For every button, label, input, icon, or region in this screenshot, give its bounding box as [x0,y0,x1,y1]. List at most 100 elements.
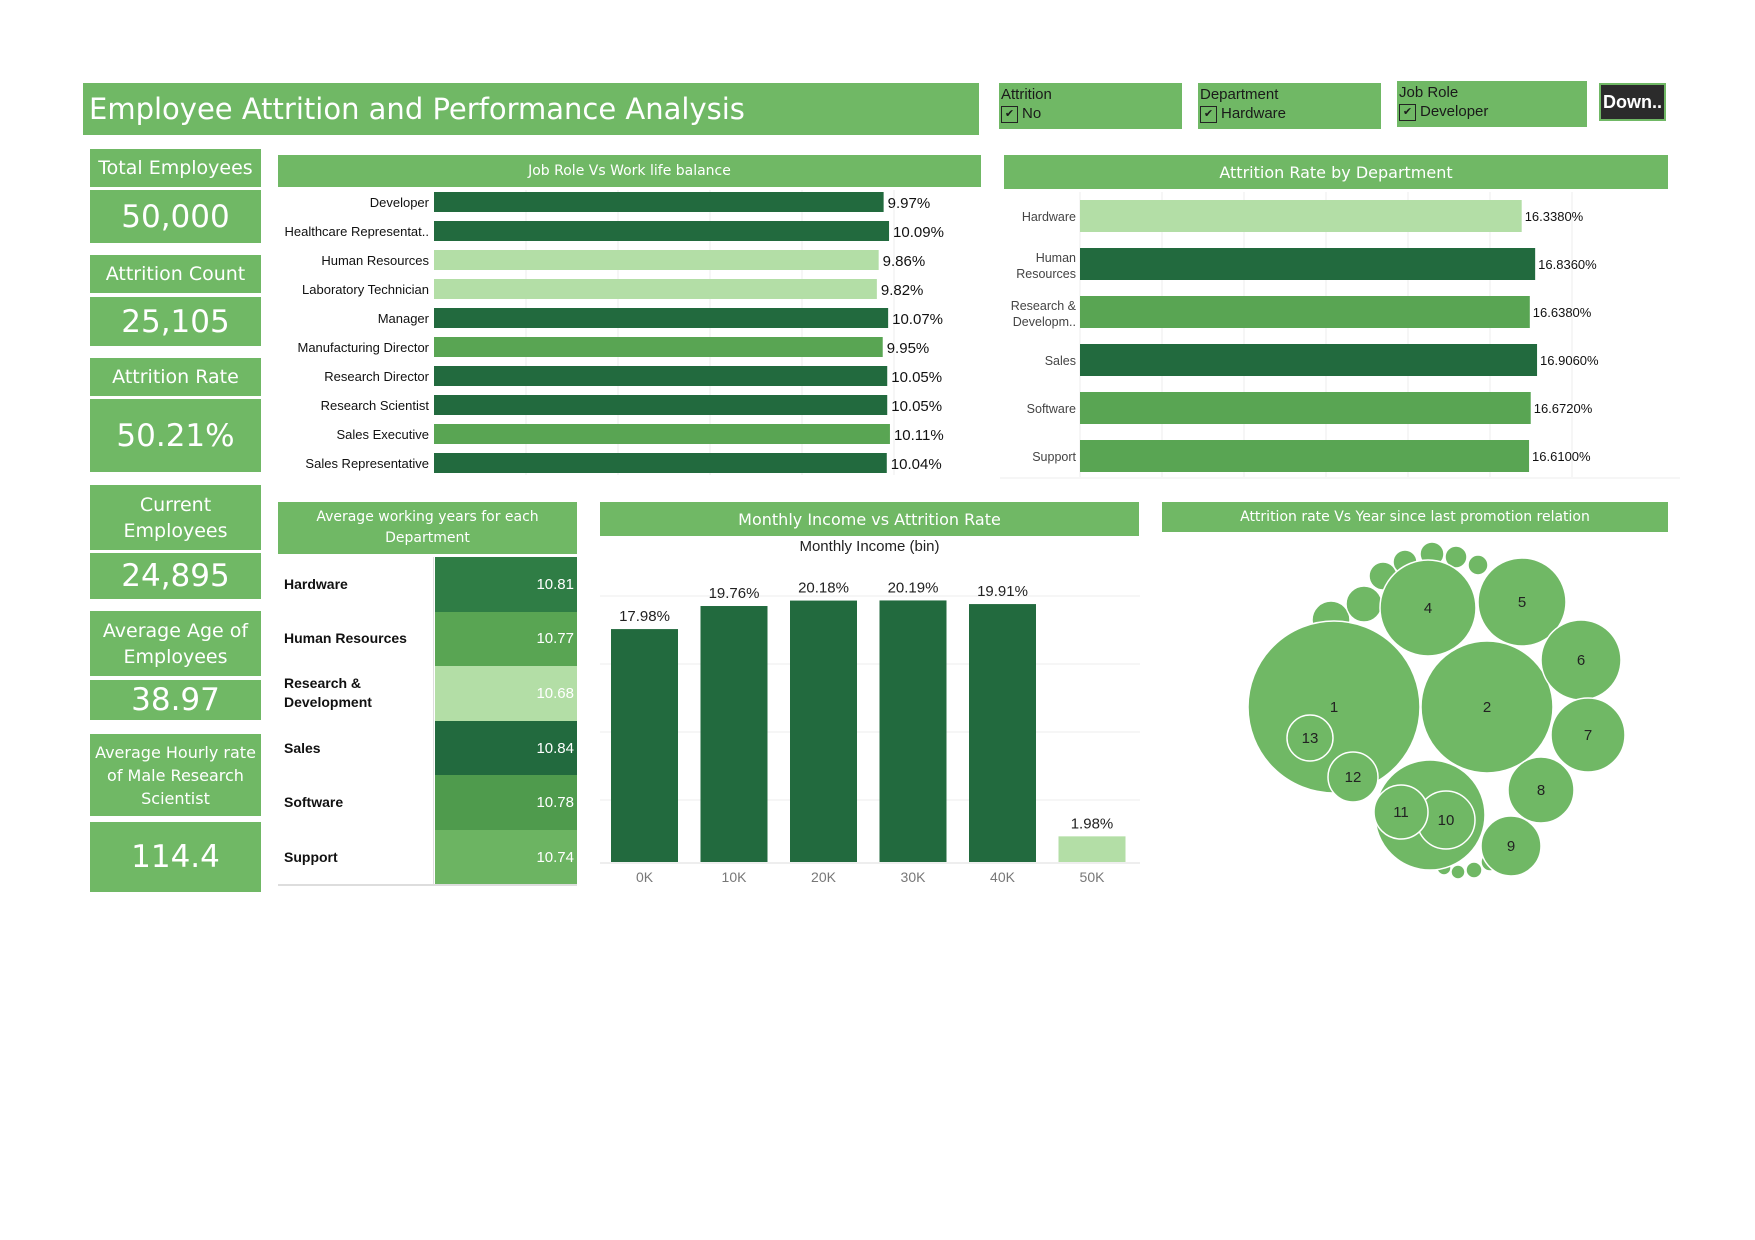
dept-bar[interactable] [1080,440,1530,472]
kpi-attrition-count-label: Attrition Count [90,255,261,293]
filter-department-label: Department [1200,86,1279,103]
job-role-bar[interactable] [434,453,887,473]
promotion-bubble[interactable] [1450,864,1466,880]
dept-label: Research & [1011,299,1077,313]
job-role-bar[interactable] [434,192,884,212]
working-years-value-cell: 10.78 [435,775,577,830]
promotion-bubble[interactable] [1345,585,1383,623]
promotion-bubble[interactable] [1286,714,1334,762]
filter-attrition-label: Attrition [1001,86,1052,103]
promotion-bubble[interactable] [1465,861,1483,879]
dept-label: Resources [1016,267,1076,281]
job-role-bar-label: 10.04% [891,456,942,473]
job-role-bar-label: 9.97% [888,195,931,212]
income-tick-label: 40K [990,869,1016,885]
kpi-avg-hourly-rate-label: Average Hourly rate of Male Research Sci… [90,734,261,816]
filter-department-value: Hardware [1221,105,1287,122]
working-years-row: Sales 10.84 [278,720,577,776]
job-role-bar[interactable] [434,395,888,415]
kpi-attrition-rate-value: 50.21% [90,399,261,472]
job-role-bar[interactable] [434,337,883,357]
kpi-avg-hourly-rate-value: 114.4 [90,822,261,892]
kpi-attrition-count-value: 25,105 [90,297,261,346]
dept-bar[interactable] [1080,296,1530,328]
download-button[interactable]: Down.. [1599,83,1666,121]
filter-department[interactable]: Department ✔ Hardware [1198,83,1381,129]
promotion-bubble-label: 13 [1302,730,1319,747]
promotion-chart-title: Attrition rate Vs Year since last promot… [1162,502,1668,532]
job-role-bar[interactable] [434,366,888,386]
promotion-bubble-label: 1 [1330,699,1338,716]
job-role-bar[interactable] [434,308,889,328]
income-bar-label: 19.91% [977,583,1028,600]
income-tick-label: 20K [811,869,837,885]
promotion-bubble[interactable] [1550,697,1626,773]
income-bar[interactable] [611,629,678,862]
checkbox-icon[interactable]: ✔ [1001,105,1018,123]
dept-bar[interactable] [1080,200,1522,232]
table-bottom-border [278,884,577,886]
income-bar[interactable] [969,604,1036,862]
dept-bar[interactable] [1080,344,1538,376]
income-bar-label: 20.18% [798,580,849,597]
income-bar[interactable] [790,600,857,862]
income-chart-title: Monthly Income vs Attrition Rate [600,502,1139,536]
dept-bar[interactable] [1080,248,1536,280]
promotion-bubble[interactable] [1480,815,1542,877]
job-role-label: Research Director [324,369,429,384]
job-role-bar-label: 10.05% [891,369,942,386]
promotion-bubble[interactable] [1507,756,1575,824]
income-bar[interactable] [700,606,768,862]
working-years-dept-label: Support [284,848,338,865]
working-years-dept-label: Human Resources [284,630,407,647]
working-years-row: Research & Development 10.68 [278,666,577,721]
kpi-average-age-label: Average Age of Employees [90,611,261,676]
job-role-bar[interactable] [434,221,890,241]
income-tick-label: 30K [901,869,927,885]
job-role-bar[interactable] [434,250,879,270]
filter-attrition[interactable]: Attrition ✔ No [999,83,1182,129]
working-years-row: Hardware 10.81 [278,557,577,612]
checkbox-icon[interactable]: ✔ [1200,105,1217,123]
promotion-bubble[interactable] [1327,751,1379,803]
promotion-bubble-label: 11 [1393,804,1409,821]
income-bar-label: 1.98% [1071,815,1114,832]
promotion-bubble[interactable] [1379,559,1477,657]
income-bar[interactable] [1058,836,1126,862]
dept-bar[interactable] [1080,392,1531,424]
promotion-bubble-chart: 12345678910111213 [1247,541,1626,880]
dept-bar-label: 16.9060% [1540,353,1599,368]
promotion-bubble-label: 2 [1483,699,1491,716]
promotion-bubble[interactable] [1420,640,1554,774]
job-role-bar[interactable] [434,279,877,299]
promotion-bubble[interactable] [1467,554,1489,576]
promotion-bubble[interactable] [1373,784,1429,840]
working-years-value-cell: 10.77 [435,611,577,667]
dept-label: Support [1032,450,1076,464]
table-separator [433,557,434,885]
income-bar[interactable] [879,600,947,862]
job-role-bar-label: 9.95% [887,340,930,357]
promotion-bubble[interactable] [1444,545,1468,569]
dept-bar-label: 16.6380% [1533,305,1592,320]
dept-label: Developm.. [1013,315,1076,329]
checkbox-icon[interactable]: ✔ [1399,103,1416,121]
working-years-dept-label: Research & Development [284,675,372,711]
dept-attrition-chart-title: Attrition Rate by Department [1004,155,1668,189]
job-role-bar-label: 9.86% [883,253,926,270]
working-years-dept-label: Sales [284,739,321,756]
working-years-value-cell: 10.74 [435,830,577,885]
working-years-title: Average working years for each Departmen… [278,502,577,554]
working-years-table: Hardware 10.81 Human Resources 10.77 Researc… [278,557,577,886]
dept-attrition-chart: Hardware 16.3380% Human Resources 16.8360% Re… [1000,192,1680,479]
job-role-label: Human Resources [321,253,429,268]
filter-job-role[interactable]: Job Role ✔ Developer [1397,81,1587,127]
promotion-bubble[interactable] [1477,557,1567,647]
kpi-average-age-value: 38.97 [90,680,261,720]
kpi-total-employees-label: Total Employees [90,149,261,187]
dept-bar-label: 16.3380% [1525,209,1584,224]
job-role-bar[interactable] [434,424,890,444]
income-bar-label: 17.98% [619,608,670,625]
job-role-label: Sales Executive [337,427,430,442]
working-years-value-cell: 10.84 [435,720,577,776]
